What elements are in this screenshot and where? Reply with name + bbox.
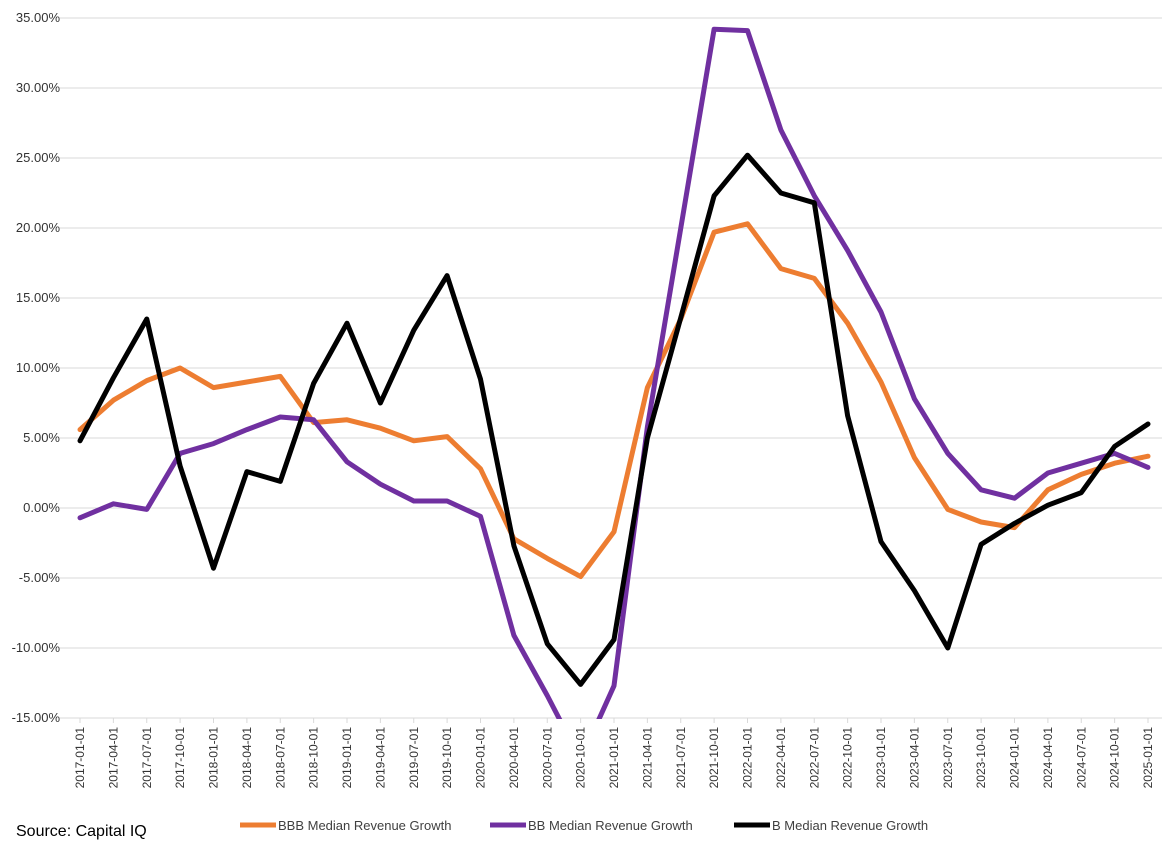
x-tick-label: 2024-07-01 xyxy=(1074,727,1088,789)
y-tick-label: 25.00% xyxy=(16,150,61,165)
x-tick-label: 2019-04-01 xyxy=(373,727,387,789)
x-tick-label: 2020-04-01 xyxy=(507,727,521,789)
x-tick-label: 2021-07-01 xyxy=(674,727,688,789)
x-tick-label: 2017-07-01 xyxy=(140,727,154,789)
x-tick-label: 2024-10-01 xyxy=(1108,727,1122,789)
x-tick-label: 2017-01-01 xyxy=(73,727,87,789)
x-tick-label: 2018-01-01 xyxy=(207,727,221,789)
legend: BBB Median Revenue Growth BB Median Reven… xyxy=(240,818,928,833)
y-tick-label: 30.00% xyxy=(16,80,61,95)
x-tick-label: 2022-07-01 xyxy=(807,727,821,789)
series-line-b xyxy=(77,152,1151,687)
x-tick-label: 2021-04-01 xyxy=(640,727,654,789)
x-tick-label: 2023-10-01 xyxy=(974,727,988,789)
x-tick-label: 2024-01-01 xyxy=(1008,727,1022,789)
series-line-bbb xyxy=(77,221,1151,580)
y-tick-label: -15.00% xyxy=(12,710,61,725)
gridlines xyxy=(60,17,1162,719)
x-axis: 2017-01-01 2017-04-01 2017-07-01 2017-10-01… xyxy=(73,718,1155,788)
series-lines xyxy=(77,26,1151,719)
source-note: Source: Capital IQ xyxy=(16,823,147,840)
y-tick-label: 15.00% xyxy=(16,290,61,305)
x-tick-label: 2019-01-01 xyxy=(340,727,354,789)
x-tick-label: 2021-01-01 xyxy=(607,727,621,789)
x-tick-label: 2019-07-01 xyxy=(407,727,421,789)
x-tick-label: 2018-10-01 xyxy=(307,727,321,789)
series-line-bb xyxy=(77,26,1151,719)
x-tick-label: 2020-07-01 xyxy=(540,727,554,789)
x-tick-label: 2017-04-01 xyxy=(106,727,120,789)
x-tick-label: 2025-01-01 xyxy=(1141,727,1155,789)
y-tick-label: -5.00% xyxy=(19,570,61,585)
x-tick-label: 2018-07-01 xyxy=(273,727,287,789)
x-tick-label: 2020-10-01 xyxy=(574,727,588,789)
x-tick-label: 2021-10-01 xyxy=(707,727,721,789)
x-tick-label: 2018-04-01 xyxy=(240,727,254,789)
x-tick-label: 2022-01-01 xyxy=(741,727,755,789)
y-tick-label: -10.00% xyxy=(12,640,61,655)
y-axis: 35.00% 30.00% 25.00% 20.00% 15.00% 10.00% 5.00… xyxy=(12,10,61,725)
x-tick-label: 2023-07-01 xyxy=(941,727,955,789)
y-tick-label: 20.00% xyxy=(16,220,61,235)
x-tick-label: 2019-10-01 xyxy=(440,727,454,789)
x-tick-label: 2017-10-01 xyxy=(173,727,187,789)
x-tick-label: 2022-04-01 xyxy=(774,727,788,789)
legend-label-b: B Median Revenue Growth xyxy=(772,818,928,833)
x-tick-label: 2022-10-01 xyxy=(841,727,855,789)
legend-label-bbb: BBB Median Revenue Growth xyxy=(278,818,451,833)
x-tick-label: 2024-04-01 xyxy=(1041,727,1055,789)
y-tick-label: 10.00% xyxy=(16,360,61,375)
x-tick-label: 2020-01-01 xyxy=(474,727,488,789)
legend-label-bb: BB Median Revenue Growth xyxy=(528,818,693,833)
y-tick-label: 35.00% xyxy=(16,10,61,25)
x-tick-label: 2023-04-01 xyxy=(907,727,921,789)
y-tick-label: 0.00% xyxy=(23,500,60,515)
x-tick-label: 2023-01-01 xyxy=(874,727,888,789)
y-tick-label: 5.00% xyxy=(23,430,60,445)
